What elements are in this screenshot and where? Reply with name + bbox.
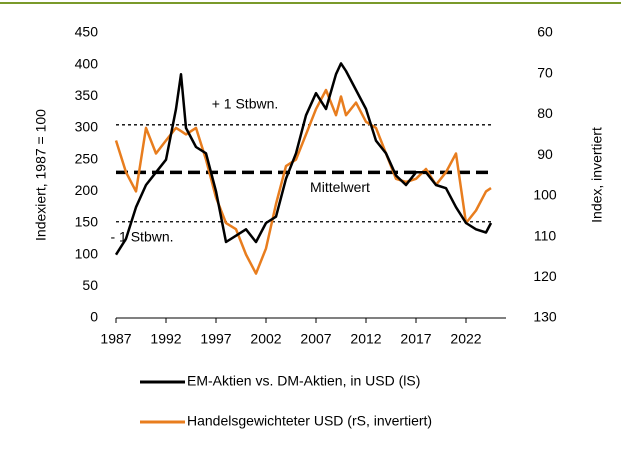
y2-tick-label: 120 xyxy=(533,268,557,284)
reference-label: Mittelwert xyxy=(310,179,370,195)
y-tick-label: 400 xyxy=(75,55,99,71)
y2-tick-label: 90 xyxy=(537,146,553,162)
y-axis-label: Indexiert, 1987 = 100 xyxy=(33,109,49,241)
series-line xyxy=(114,88,492,275)
y-tick-label: 100 xyxy=(75,245,99,261)
y-tick-label: 250 xyxy=(75,150,99,166)
y2-tick-label: 80 xyxy=(537,105,553,121)
y-tick-label: 300 xyxy=(75,119,99,135)
x-tick-label: 1997 xyxy=(200,331,231,347)
x-tick-label: 2017 xyxy=(400,331,431,347)
x-tick-label: 1987 xyxy=(100,331,131,347)
y-tick-label: 450 xyxy=(75,24,99,40)
y2-tick-label: 100 xyxy=(533,187,557,203)
y-tick-label: 350 xyxy=(75,87,99,103)
legend-label: Handelsgewichteter USD (rS, invertiert) xyxy=(187,413,432,429)
y2-axis-label: Index, invertiert xyxy=(589,127,605,223)
y-tick-label: 150 xyxy=(75,214,99,230)
x-tick-label: 1992 xyxy=(150,331,181,347)
legend-label: EM-Aktien vs. DM-Aktien, in USD (lS) xyxy=(187,373,420,389)
reference-label: + 1 Stbwn. xyxy=(212,96,279,112)
x-tick-label: 2012 xyxy=(350,331,381,347)
x-tick-label: 2007 xyxy=(300,331,331,347)
y-tick-label: 200 xyxy=(75,182,99,198)
y2-tick-label: 130 xyxy=(533,309,557,325)
x-tick-label: 2002 xyxy=(250,331,281,347)
series-line xyxy=(114,62,493,256)
reference-label: - 1 Stbwn. xyxy=(110,228,173,244)
x-tick-label: 2022 xyxy=(450,331,481,347)
y2-tick-label: 60 xyxy=(537,24,553,40)
y-tick-label: 0 xyxy=(90,309,98,325)
y2-tick-label: 110 xyxy=(534,227,557,243)
y-tick-label: 50 xyxy=(82,277,98,293)
y2-tick-label: 70 xyxy=(537,64,553,80)
